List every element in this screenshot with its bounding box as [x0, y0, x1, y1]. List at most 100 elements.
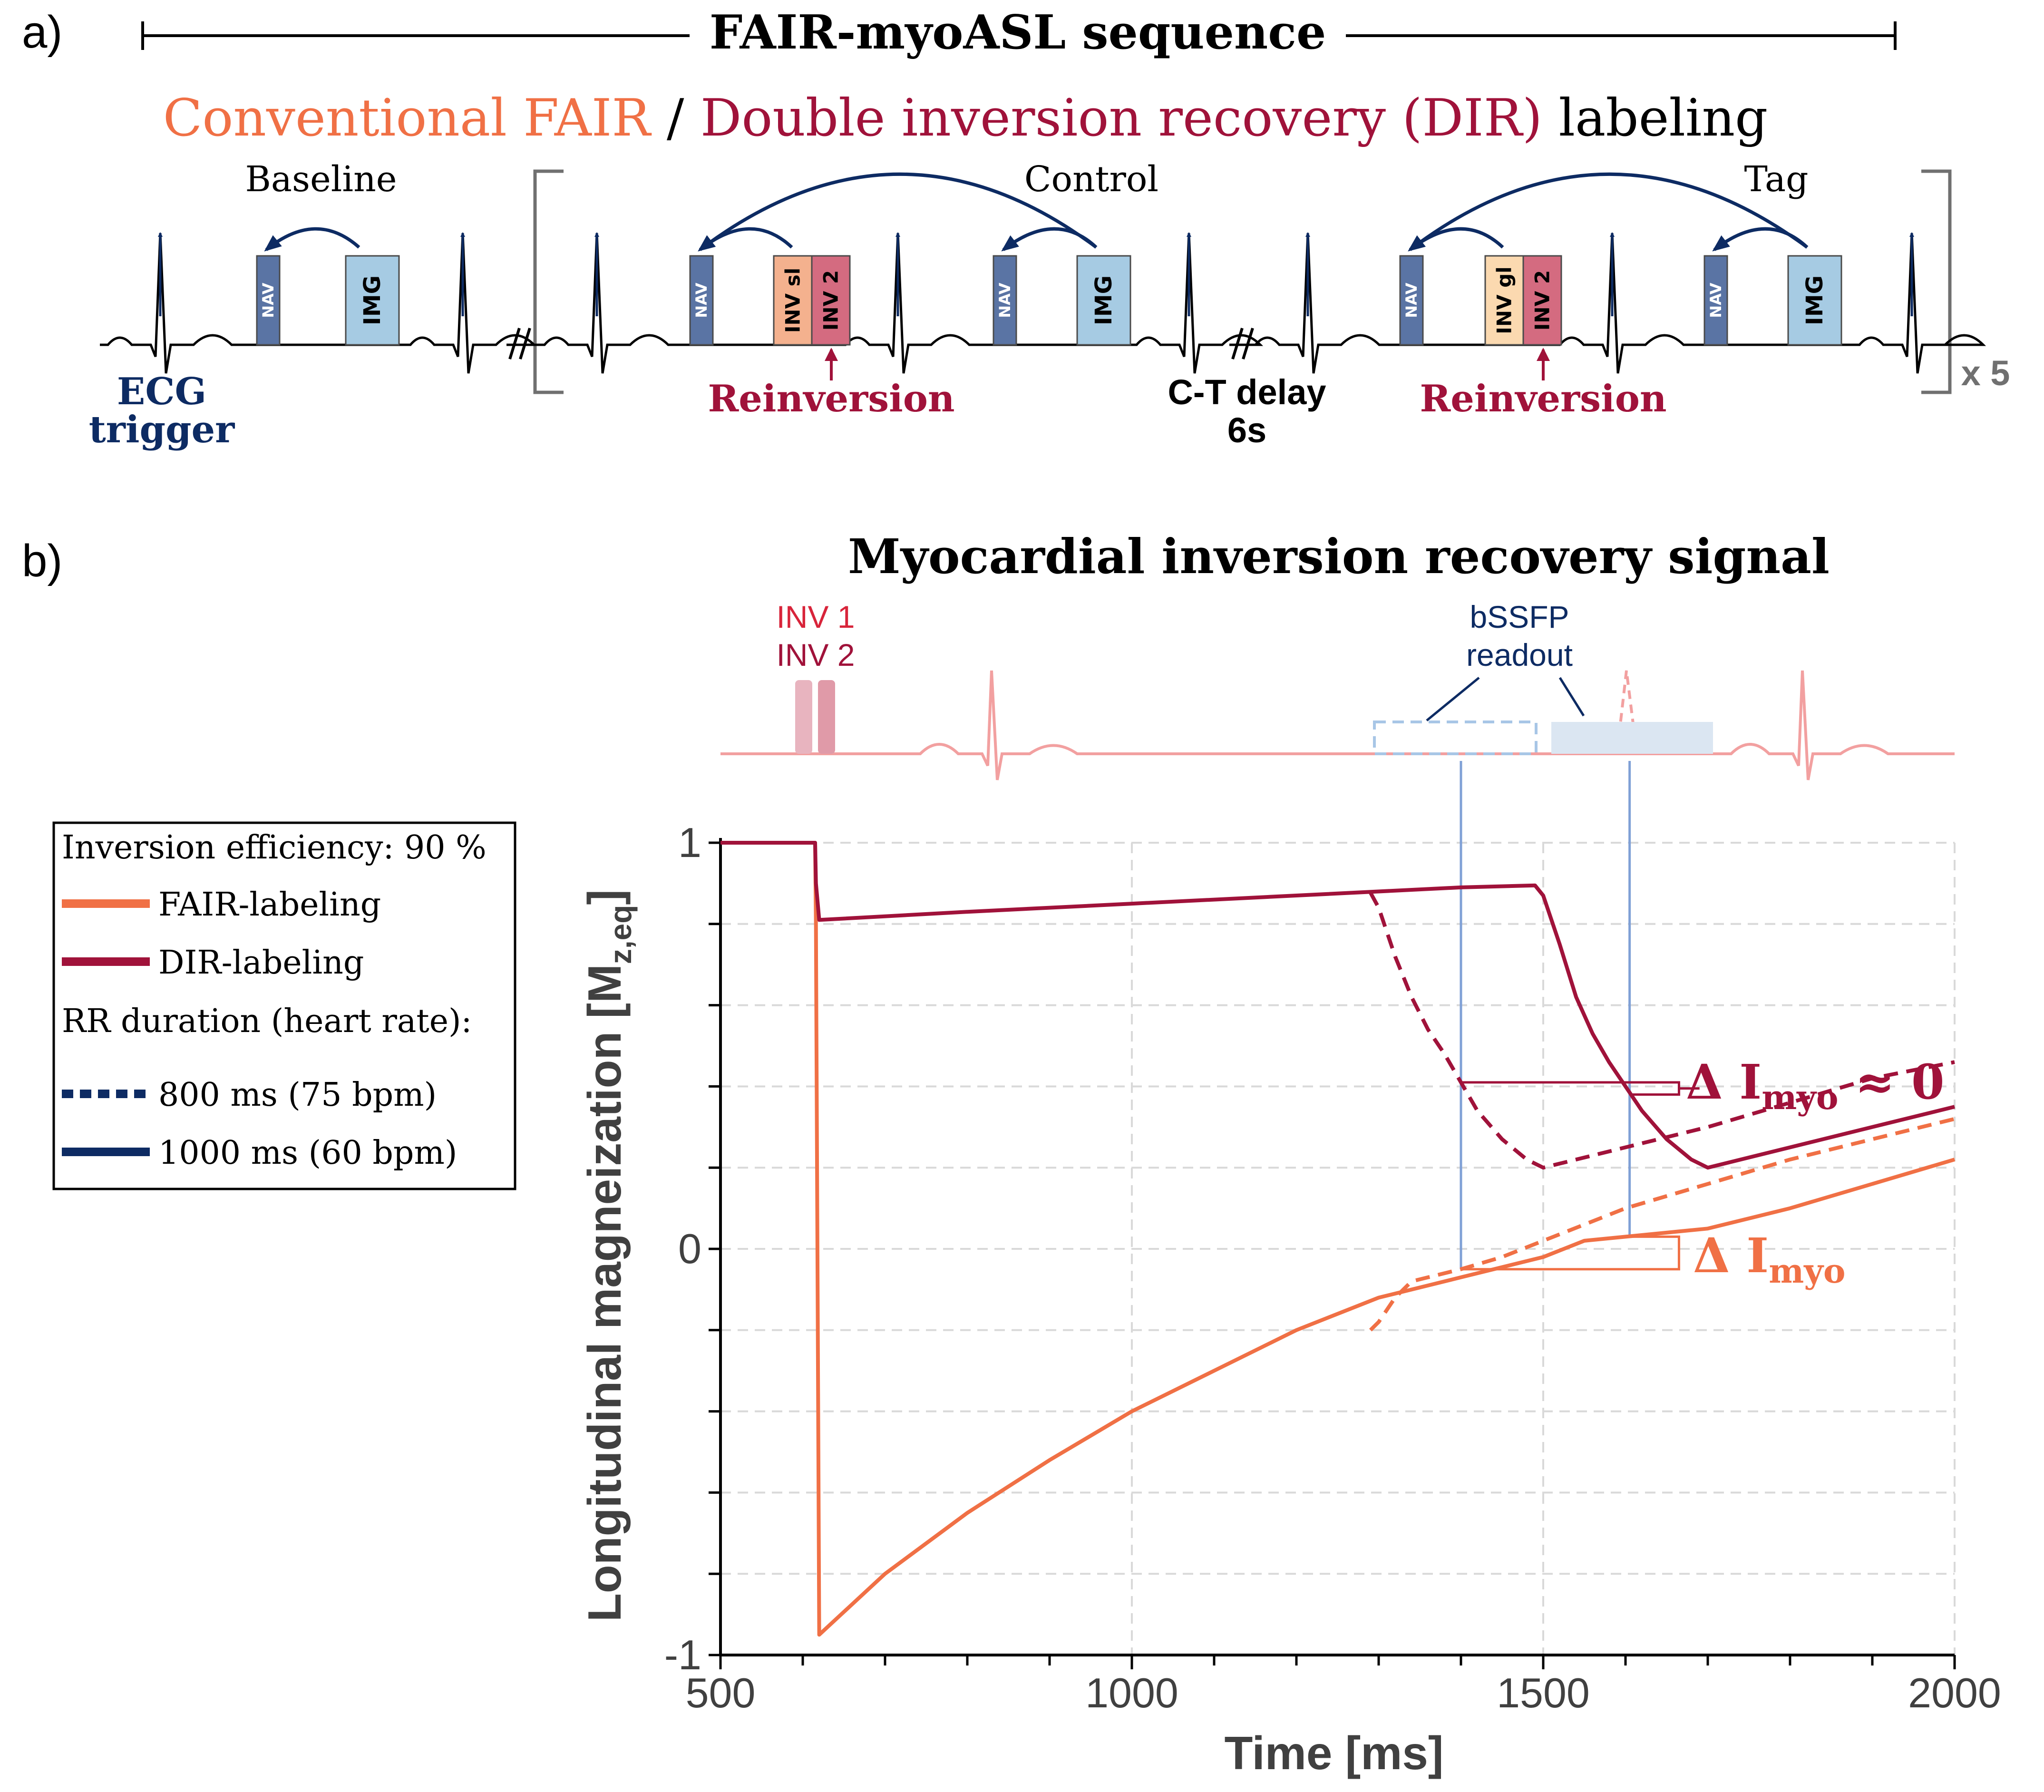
panel-a-subtitle: Conventional FAIR / Double inversion rec… [163, 88, 1768, 148]
img-block-baseline-label: IMG [359, 275, 386, 325]
nav-block-tag-label: NAV [1402, 282, 1421, 318]
panel-a: a) FAIR-myoASL sequence Conventional FAI… [22, 5, 2010, 451]
readout-ecg-strip [720, 670, 1955, 780]
segment-baseline-label: Baseline [245, 159, 397, 200]
legend-dir-label: DIR-labeling [158, 944, 364, 982]
subtitle-fair: Conventional FAIR [163, 88, 652, 148]
nav-block-tag-2-label: NAV [1707, 282, 1725, 318]
readout-label-line1: bSSFP [1470, 599, 1569, 634]
y-axis-label: Longitudinal magneization [Mz,eq] [578, 889, 638, 1622]
legend-efficiency: Inversion efficiency: 90 % [62, 829, 487, 867]
inv2-block-tag: INV 2 [1522, 255, 1562, 346]
img-block-baseline-rect [345, 255, 400, 346]
readout-window-1000 [1551, 722, 1713, 754]
ct-delay-label-line2: 6s [1227, 410, 1266, 450]
nav-block-tag: NAV [1399, 255, 1424, 346]
inv2-block-control-label: INV 2 [819, 270, 843, 331]
x-tick-label-1500: 1500 [1497, 1669, 1590, 1716]
img-block-tag-label: IMG [1801, 275, 1828, 325]
break-mark-1 [508, 328, 531, 360]
sequence-blocks: NAV IMG NAV INV sl INV 2 NAV IMG NAV INV gl INV 2… [256, 255, 1842, 346]
arrow-control-long [698, 172, 1098, 252]
delta-dir-bracket [1461, 1081, 1680, 1096]
ecg-trace-control [533, 233, 1264, 374]
series-line-3 [1369, 892, 1955, 1170]
repeat-count: x 5 [1961, 353, 2010, 393]
ecg-traces [100, 232, 1986, 374]
y-axis-label-sub: z,eq [603, 905, 638, 964]
nav-block-tag-2: NAV [1703, 255, 1728, 346]
nav-block-baseline: NAV [256, 255, 281, 346]
y-axis-label-close: ] [578, 889, 631, 905]
x-axis-label: Time [ms] [1224, 1727, 1443, 1779]
panel-a-letter: a) [22, 7, 62, 58]
segment-tag-label: Tag [1744, 159, 1808, 200]
nav-block-baseline-label: NAV [259, 282, 277, 318]
delta-dir-main: Δ I [1686, 1054, 1762, 1110]
break-mark-2 [1231, 328, 1254, 360]
nav-block-control: NAV [689, 255, 714, 346]
inv2-block-tag-label: INV 2 [1531, 270, 1554, 331]
nav-block-control-2-rect [993, 255, 1017, 346]
img-block-tag: IMG [1787, 255, 1842, 346]
img-block-control-rect [1076, 255, 1131, 346]
y-tick-label-1: 1 [678, 819, 701, 866]
segment-control-label: Control [1024, 159, 1158, 200]
inv2-block-control: INV 2 [811, 255, 851, 346]
legend-rr800-label: 800 ms (75 bpm) [158, 1076, 437, 1114]
panel-b-title: Myocardial inversion recovery signal [848, 528, 1830, 584]
inv2-block-tag-rect [1522, 255, 1562, 346]
inv2-block-control-rect [811, 255, 851, 346]
arrow-baseline [264, 227, 360, 252]
legend-rr1000-label: 1000 ms (60 bpm) [158, 1134, 457, 1172]
reinversion-label-control: Reinversion [708, 377, 954, 420]
inv-gl-block-tag-rect [1484, 255, 1524, 346]
series-line-2 [720, 841, 1955, 1170]
nav-block-control-label: NAV [692, 282, 711, 318]
panel-b: b) Myocardial inversion recovery signal … [22, 528, 2001, 1779]
legend-fair-label: FAIR-labeling [158, 886, 381, 924]
inv-sl-block-control-rect [773, 255, 813, 346]
delta-fair-label: Δ Imyo [1693, 1227, 1846, 1291]
repeat-bracket-left [533, 169, 564, 394]
ecg-trace-tag [1255, 233, 1986, 374]
repeat-bracket-right [1921, 169, 1952, 394]
nav-block-tag-rect [1399, 255, 1424, 346]
y-tick-label--1: -1 [664, 1631, 701, 1678]
delta-dir-label: Δ Imyo ≈ 0 [1686, 1054, 1945, 1117]
x-tick-label-2000: 2000 [1908, 1669, 2001, 1716]
inv1-pulse [795, 680, 812, 754]
reinversion-label-tag: Reinversion [1420, 377, 1666, 420]
ecg-trace-baseline [100, 233, 537, 374]
delta-fair-sub: myo [1769, 1251, 1845, 1291]
nav-block-tag-2-rect [1703, 255, 1728, 346]
img-block-baseline: IMG [345, 255, 400, 346]
delta-dir-sub: myo [1762, 1078, 1838, 1117]
plot-area: 500 1000 1500 2000 -1 0 1 [664, 761, 2001, 1716]
nav-block-control-rect [689, 255, 714, 346]
series-line-0 [720, 841, 1956, 1637]
y-axis-label-main: Longitudinal magneization [M [578, 964, 631, 1622]
nav-block-baseline-rect [256, 255, 281, 346]
delta-dir-suffix: ≈ 0 [1839, 1054, 1945, 1110]
readout-window-800 [1373, 721, 1538, 755]
ecg-trigger-label-line1: ECG [117, 370, 206, 413]
subtitle-dir: Double inversion recovery (DIR) [701, 88, 1542, 148]
delta-fair-bracket [1461, 1235, 1680, 1271]
legend-rr-title: RR duration (heart rate): [62, 1003, 472, 1040]
img-block-control-label: IMG [1090, 275, 1117, 325]
inv-sl-block-control-label: INV sl [781, 268, 805, 333]
inv1-label: INV 1 [776, 599, 855, 634]
inv-gl-block-tag: INV gl [1484, 255, 1524, 346]
legend: Inversion efficiency: 90 % FAIR-labeling… [52, 821, 516, 1190]
readout-label-line2: readout [1466, 637, 1573, 672]
panel-b-letter: b) [22, 536, 62, 586]
inv2-pulse [818, 680, 835, 754]
nav-block-control-2: NAV [993, 255, 1017, 346]
inv-gl-block-tag-label: INV gl [1493, 266, 1516, 334]
x-tick-label-1000: 1000 [1085, 1669, 1178, 1716]
nav-block-control-2-label: NAV [996, 282, 1014, 318]
delta-fair-main: Δ I [1693, 1227, 1769, 1284]
readout-pointer-left [1426, 677, 1480, 721]
